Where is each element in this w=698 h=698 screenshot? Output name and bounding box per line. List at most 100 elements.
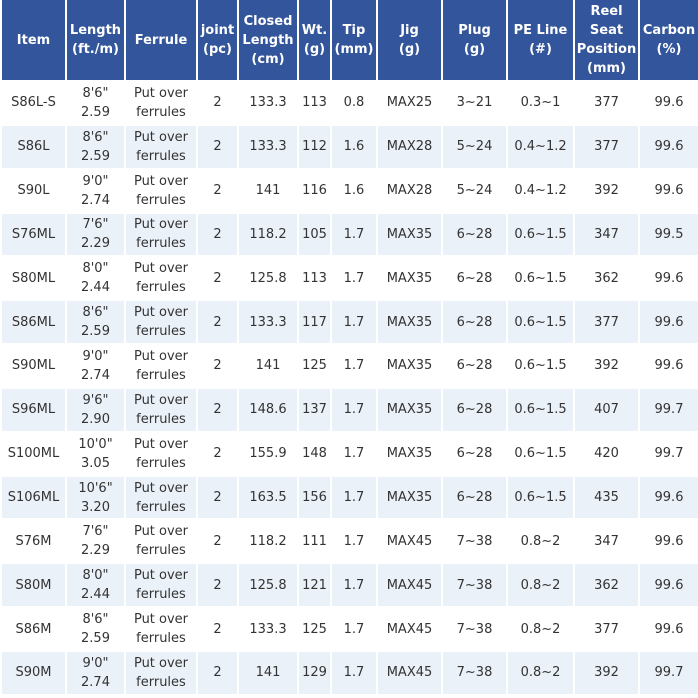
cell-tip: 1.7: [332, 301, 376, 344]
cell-item: S90L: [2, 169, 65, 212]
cell-tip: 1.6: [332, 169, 376, 212]
cell-ferrule: Put over ferrules: [126, 125, 196, 168]
cell-joint: 2: [198, 432, 237, 475]
cell-pe-line: 0.6~1.5: [508, 213, 573, 256]
cell-reel-seat: 347: [575, 213, 638, 256]
table-row: S80M 8'0" 2.44 Put over ferrules 2 125.8 121 1.7…: [2, 564, 698, 607]
cell-weight: 125: [299, 608, 330, 650]
cell-tip: 1.7: [332, 564, 376, 607]
cell-ferrule: Put over ferrules: [126, 388, 196, 431]
cell-jig: MAX35: [378, 476, 441, 519]
cell-reel-seat: 392: [575, 345, 638, 387]
cell-jig: MAX35: [378, 301, 441, 344]
cell-carbon: 99.6: [640, 257, 698, 300]
cell-length: 10'6" 3.20: [67, 476, 124, 519]
cell-tip: 1.7: [332, 257, 376, 300]
cell-item: S86ML: [2, 301, 65, 344]
cell-plug: 6~28: [443, 388, 506, 431]
cell-length: 9'6" 2.90: [67, 388, 124, 431]
cell-weight: 105: [299, 213, 330, 256]
cell-length: 8'6" 2.59: [67, 608, 124, 650]
cell-weight: 111: [299, 520, 330, 563]
table-row: S76M 7'6" 2.29 Put over ferrules 2 118.2 111 1.7…: [2, 520, 698, 563]
header-pe-line: PE Line (#): [508, 0, 573, 80]
header-tip: Tip (mm): [332, 0, 376, 80]
cell-weight: 129: [299, 651, 330, 694]
cell-tip: 1.7: [332, 388, 376, 431]
cell-jig: MAX35: [378, 388, 441, 431]
cell-tip: 0.8: [332, 82, 376, 124]
cell-tip: 1.7: [332, 520, 376, 563]
cell-reel-seat: 377: [575, 301, 638, 344]
cell-closed-length: 118.2: [239, 520, 297, 563]
table-row: S96ML 9'6" 2.90 Put over ferrules 2 148.6 137 1.…: [2, 388, 698, 431]
cell-closed-length: 133.3: [239, 82, 297, 124]
cell-length: 8'6" 2.59: [67, 301, 124, 344]
cell-pe-line: 0.8~2: [508, 520, 573, 563]
cell-jig: MAX45: [378, 651, 441, 694]
cell-joint: 2: [198, 651, 237, 694]
cell-item: S90M: [2, 651, 65, 694]
header-ferrule: Ferrule: [126, 0, 196, 80]
cell-carbon: 99.7: [640, 432, 698, 475]
header-closed-length: Closed Length (cm): [239, 0, 297, 80]
cell-reel-seat: 362: [575, 257, 638, 300]
header-carbon: Carbon (%): [640, 0, 698, 80]
cell-closed-length: 125.8: [239, 257, 297, 300]
cell-item: S76M: [2, 520, 65, 563]
header-plug: Plug (g): [443, 0, 506, 80]
cell-weight: 137: [299, 388, 330, 431]
cell-carbon: 99.6: [640, 476, 698, 519]
cell-reel-seat: 377: [575, 82, 638, 124]
cell-plug: 5~24: [443, 169, 506, 212]
cell-joint: 2: [198, 82, 237, 124]
cell-item: S80M: [2, 564, 65, 607]
table-row: S106ML 10'6" 3.20 Put over ferrules 2 163.5 156…: [2, 476, 698, 519]
cell-ferrule: Put over ferrules: [126, 169, 196, 212]
cell-length: 9'0" 2.74: [67, 169, 124, 212]
table-row: S90ML 9'0" 2.74 Put over ferrules 2 141 125 1.7 M…: [2, 345, 698, 387]
cell-carbon: 99.6: [640, 169, 698, 212]
cell-joint: 2: [198, 213, 237, 256]
cell-ferrule: Put over ferrules: [126, 651, 196, 694]
cell-closed-length: 133.3: [239, 608, 297, 650]
table-row: S86M 8'6" 2.59 Put over ferrules 2 133.3 125 1.7…: [2, 608, 698, 650]
cell-joint: 2: [198, 608, 237, 650]
cell-carbon: 99.6: [640, 301, 698, 344]
cell-ferrule: Put over ferrules: [126, 82, 196, 124]
cell-closed-length: 133.3: [239, 125, 297, 168]
cell-plug: 6~28: [443, 345, 506, 387]
cell-pe-line: 0.8~2: [508, 608, 573, 650]
cell-ferrule: Put over ferrules: [126, 213, 196, 256]
cell-jig: MAX45: [378, 564, 441, 607]
cell-plug: 6~28: [443, 432, 506, 475]
cell-jig: MAX35: [378, 432, 441, 475]
cell-ferrule: Put over ferrules: [126, 432, 196, 475]
cell-weight: 117: [299, 301, 330, 344]
cell-tip: 1.7: [332, 476, 376, 519]
cell-weight: 113: [299, 82, 330, 124]
cell-carbon: 99.5: [640, 213, 698, 256]
table-row: S80ML 8'0" 2.44 Put over ferrules 2 125.8 113 1.…: [2, 257, 698, 300]
cell-item: S86M: [2, 608, 65, 650]
cell-length: 9'0" 2.74: [67, 345, 124, 387]
table-row: S90M 9'0" 2.74 Put over ferrules 2 141 129 1.7 MA…: [2, 651, 698, 694]
header-jig: Jig (g): [378, 0, 441, 80]
cell-reel-seat: 377: [575, 608, 638, 650]
cell-jig: MAX45: [378, 520, 441, 563]
cell-length: 8'6" 2.59: [67, 82, 124, 124]
cell-item: S86L: [2, 125, 65, 168]
cell-length: 8'0" 2.44: [67, 564, 124, 607]
cell-ferrule: Put over ferrules: [126, 345, 196, 387]
cell-ferrule: Put over ferrules: [126, 608, 196, 650]
cell-tip: 1.6: [332, 125, 376, 168]
cell-pe-line: 0.6~1.5: [508, 345, 573, 387]
cell-jig: MAX35: [378, 345, 441, 387]
cell-weight: 121: [299, 564, 330, 607]
cell-tip: 1.7: [332, 608, 376, 650]
cell-jig: MAX35: [378, 213, 441, 256]
cell-reel-seat: 392: [575, 651, 638, 694]
cell-weight: 113: [299, 257, 330, 300]
table-row: S86ML 8'6" 2.59 Put over ferrules 2 133.3 117 1.…: [2, 301, 698, 344]
